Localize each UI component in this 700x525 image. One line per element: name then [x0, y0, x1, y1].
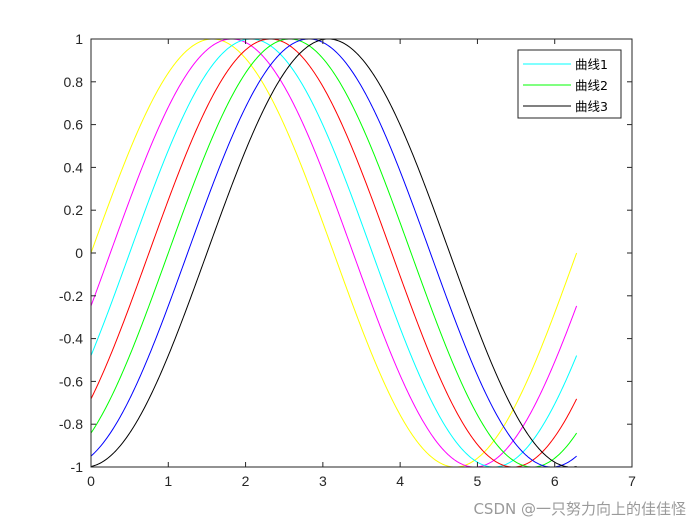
x-tick-label: 3	[319, 473, 327, 489]
y-tick-label: -1	[71, 459, 84, 475]
series-line-6	[90, 38, 577, 468]
y-tick-label: 1	[75, 31, 83, 47]
legend-label: 曲线3	[575, 99, 608, 114]
x-tick-label: 2	[242, 473, 250, 489]
y-tick-label: -0.8	[59, 416, 83, 432]
y-tick-label: -0.6	[59, 373, 83, 389]
y-tick-label: 0.8	[64, 74, 84, 90]
y-tick-label: 0	[75, 245, 83, 261]
x-tick-label: 4	[396, 473, 404, 489]
y-tick-label: -0.2	[59, 288, 83, 304]
y-tick-label: 0.6	[64, 117, 84, 133]
x-tick-label: 0	[87, 473, 95, 489]
legend-label: 曲线2	[575, 78, 608, 93]
x-tick-label: 6	[551, 473, 559, 489]
series-line-2	[90, 38, 578, 468]
legend-label: 曲线1	[575, 57, 608, 72]
legend-box	[517, 49, 622, 119]
x-tick-label: 5	[474, 473, 482, 489]
series-line-4	[90, 38, 578, 468]
y-tick-label: -0.4	[59, 331, 83, 347]
series-line-1	[90, 38, 578, 468]
series-line-5	[90, 38, 578, 468]
watermark-text: CSDN @一只努力向上的佳佳怪	[473, 500, 686, 518]
legend: 曲线1 曲线2 曲线3	[517, 49, 622, 119]
series-line-7	[90, 38, 577, 468]
x-tick-label: 7	[628, 473, 636, 489]
y-tick-label: 0.2	[64, 202, 84, 218]
axes-layer: 0 1 2 3 4 5 6 7 1 0.8 0.6 0.4 0.2 0 -0.2 -0.4 -0.6 -0.8 -1	[59, 31, 636, 489]
x-tick-label: 1	[164, 473, 172, 489]
y-tick-label: 0.4	[64, 159, 84, 175]
